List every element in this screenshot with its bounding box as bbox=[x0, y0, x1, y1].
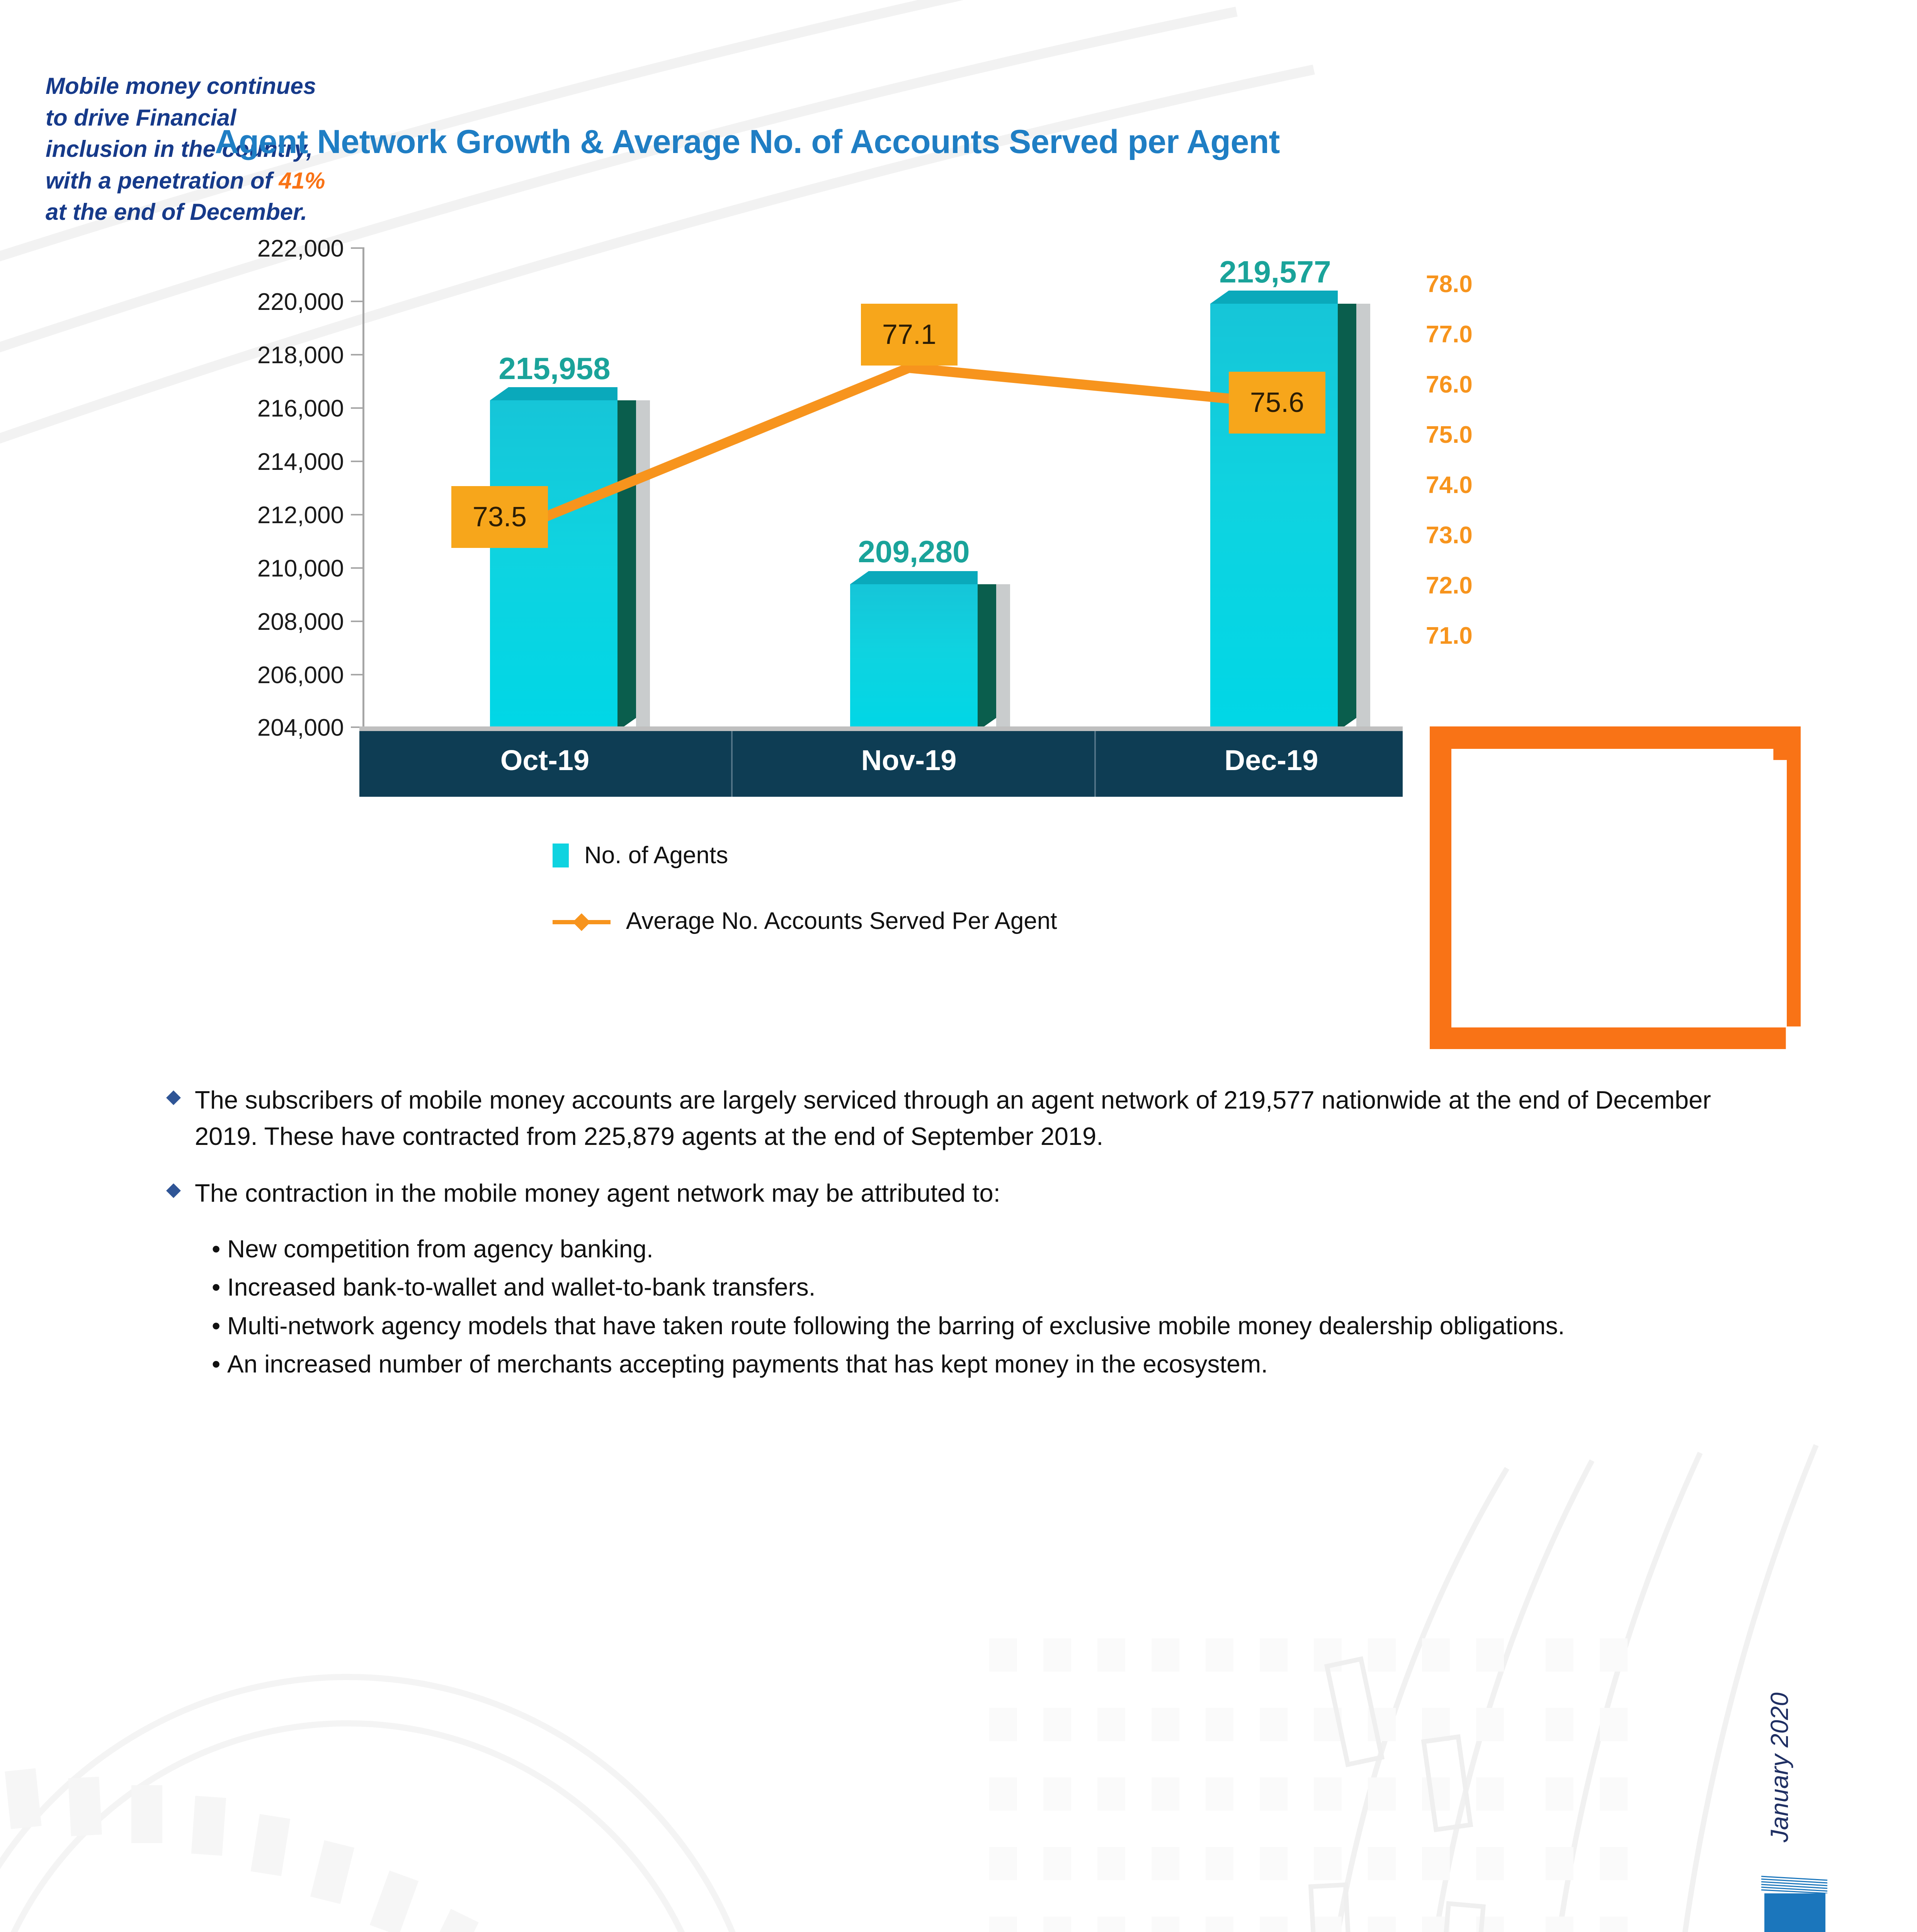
y-axis-label: 210,000 bbox=[257, 555, 344, 582]
bar-shadow bbox=[1356, 304, 1370, 731]
line-value-oct-19: 73.5 bbox=[451, 486, 548, 548]
x-axis-band bbox=[359, 731, 1403, 797]
sub-bullet-text: Multi-network agency models that have ta… bbox=[227, 1311, 1565, 1340]
sub-bullet-item: • Increased bank-to-wallet and wallet-to… bbox=[212, 1270, 1712, 1305]
sub-bullet-list: • New competition from agency banking. •… bbox=[212, 1231, 1712, 1382]
callout-highlight: 41% bbox=[279, 167, 325, 194]
chart-title: Agent Network Growth & Average No. of Ac… bbox=[215, 123, 1280, 160]
callout-text: Mobile money continues to drive Financia… bbox=[46, 70, 339, 228]
y2-axis-label: 76.0 bbox=[1426, 371, 1473, 398]
y-axis-tick bbox=[351, 461, 362, 462]
y2-axis-label: 77.0 bbox=[1426, 321, 1473, 348]
legend-line-diamond-icon bbox=[553, 913, 611, 931]
dot-bullet-icon: • bbox=[212, 1273, 221, 1301]
dot-bullet-icon: • bbox=[212, 1350, 221, 1378]
body-copy: The subscribers of mobile money accounts… bbox=[166, 1082, 1712, 1385]
bar-front-face bbox=[850, 584, 978, 731]
y-axis-label: 204,000 bbox=[257, 714, 344, 741]
bar-nov-19 bbox=[850, 571, 1010, 731]
bar-side-face bbox=[1338, 304, 1356, 731]
bullet-text: The contraction in the mobile money agen… bbox=[195, 1179, 1000, 1207]
legend-item-agents[interactable]: No. of Agents bbox=[553, 842, 728, 869]
y-axis-tick bbox=[351, 726, 362, 728]
bar-shadow bbox=[636, 400, 650, 731]
bullet-item: The contraction in the mobile money agen… bbox=[166, 1175, 1712, 1211]
y-axis-label: 206,000 bbox=[257, 662, 344, 689]
x-axis-separator bbox=[731, 731, 733, 797]
line-value-nov-19: 77.1 bbox=[861, 304, 958, 366]
y-axis-label: 214,000 bbox=[257, 449, 344, 475]
dot-bullet-icon: • bbox=[212, 1235, 221, 1263]
sidebar-report-title: UCC - Market Performance Report bbox=[1764, 1893, 1825, 1932]
bullet-text: The subscribers of mobile money accounts… bbox=[195, 1086, 1711, 1151]
y-axis-tick bbox=[351, 674, 362, 675]
x-axis-separator bbox=[1094, 731, 1096, 797]
legend-diamond-icon bbox=[573, 913, 590, 931]
bar-side-face bbox=[978, 584, 996, 731]
line-value-dec-19: 75.6 bbox=[1229, 372, 1325, 434]
y2-axis-label: 78.0 bbox=[1426, 271, 1473, 298]
y-axis-label: 212,000 bbox=[257, 502, 344, 529]
callout-text-after: at the end of December. bbox=[46, 199, 307, 225]
y2-axis-label: 71.0 bbox=[1426, 622, 1473, 649]
bar-front-face bbox=[490, 400, 617, 731]
sub-bullet-text: New competition from agency banking. bbox=[227, 1235, 653, 1263]
callout-text-before: Mobile money continues to drive Financia… bbox=[46, 73, 316, 194]
legend-swatch-icon bbox=[553, 843, 569, 867]
sub-bullet-item: • New competition from agency banking. bbox=[212, 1231, 1712, 1267]
y-axis-label: 208,000 bbox=[257, 609, 344, 635]
y2-axis-label: 73.0 bbox=[1426, 522, 1473, 549]
x-axis-label-nov-19: Nov-19 bbox=[861, 744, 957, 776]
bar-side-face bbox=[617, 400, 636, 731]
y-axis-line bbox=[362, 247, 364, 726]
dot-bullet-icon: • bbox=[212, 1311, 221, 1340]
y-axis-tick bbox=[351, 621, 362, 622]
sub-bullet-item: • Multi-network agency models that have … bbox=[212, 1308, 1712, 1344]
bar-top-face bbox=[850, 571, 978, 584]
x-axis-label-dec-19: Dec-19 bbox=[1224, 744, 1318, 776]
plot-floor bbox=[359, 726, 1403, 731]
legend-label: No. of Agents bbox=[584, 842, 728, 869]
sub-bullet-item: • An increased number of merchants accep… bbox=[212, 1347, 1712, 1382]
y-axis-tick bbox=[351, 514, 362, 515]
diamond-bullet-icon bbox=[166, 1090, 181, 1105]
legend-item-avg-accounts[interactable]: Average No. Accounts Served Per Agent bbox=[553, 907, 1057, 935]
y2-axis-label: 75.0 bbox=[1426, 422, 1473, 448]
diamond-bullet-icon bbox=[166, 1183, 181, 1198]
x-axis-label-oct-19: Oct-19 bbox=[500, 744, 590, 776]
bullet-item: The subscribers of mobile money accounts… bbox=[166, 1082, 1712, 1155]
legend-label: Average No. Accounts Served Per Agent bbox=[626, 908, 1057, 934]
sidebar-date: January 2020 bbox=[1766, 1692, 1793, 1842]
bar-value-nov-19: 209,280 bbox=[858, 534, 970, 569]
sidebar-fan-icon bbox=[1761, 1876, 1828, 1893]
y-axis-tick bbox=[351, 567, 362, 569]
sub-bullet-text: An increased number of merchants accepti… bbox=[227, 1350, 1268, 1378]
bar-shadow bbox=[996, 584, 1010, 731]
callout-box bbox=[1430, 726, 1801, 1049]
sub-bullet-text: Increased bank-to-wallet and wallet-to-b… bbox=[227, 1273, 816, 1301]
y2-axis-label: 74.0 bbox=[1426, 472, 1473, 498]
callout-inner bbox=[1451, 749, 1787, 1027]
y2-axis-label: 72.0 bbox=[1426, 572, 1473, 599]
